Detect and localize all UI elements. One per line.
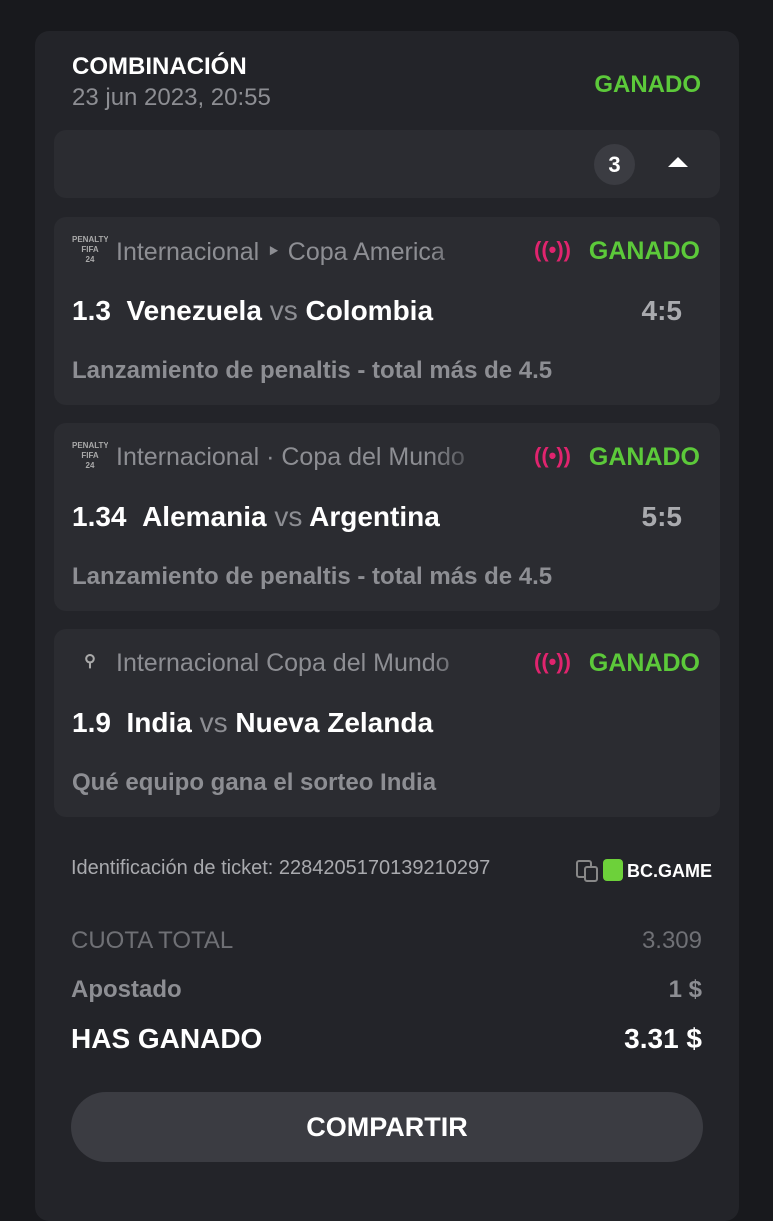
total-odds-value: 3.309 [641, 927, 702, 954]
selections-toggle[interactable]: 3 [54, 130, 720, 198]
score: 5:5 [641, 501, 682, 532]
winnings-value: 3.31 $ [624, 1023, 702, 1054]
odds: 1.9 [72, 707, 111, 738]
match-line: 1.9 India vs Nueva Zelanda [72, 707, 433, 739]
away-team: Argentina [309, 501, 440, 532]
bet-status: GANADO [594, 71, 701, 98]
stake-value: 1 $ [668, 976, 702, 1003]
match-line: 1.34 Alemania vs Argentina [72, 501, 440, 533]
match-line: 1.3 Venezuela vs Colombia [72, 295, 433, 327]
odds: 1.3 [72, 295, 111, 326]
fifa-penalty-icon: PENALTY FIFA 24 [72, 441, 108, 470]
stake-label: Apostado [71, 976, 182, 1003]
event-status: GANADO [588, 443, 700, 471]
cricket-24-icon: ⚲ [84, 653, 96, 670]
event-card[interactable]: PENALTY FIFA 24 Internacional ‣ Copa Ame… [54, 217, 720, 405]
stake-row: Apostado 1 $ [71, 976, 702, 1004]
event-status: GANADO [588, 649, 700, 677]
live-icon: ((•)) [534, 237, 572, 262]
league-label: Internacional · Copa del Mundo [116, 443, 465, 471]
odds: 1.34 [72, 501, 127, 532]
brand-logo: BC.GAME [603, 859, 712, 882]
home-team: Venezuela [126, 295, 262, 326]
winnings-label: HAS GANADO [71, 1023, 263, 1054]
vs-label: vs [274, 501, 303, 532]
ticket-id: Identificación de ticket: 22842051701392… [71, 857, 491, 879]
total-odds-row: CUOTA TOTAL 3.309 [71, 927, 702, 955]
total-odds-label: CUOTA TOTAL [71, 927, 234, 954]
away-team: Colombia [305, 295, 434, 326]
live-icon: ((•)) [534, 649, 572, 674]
home-team: India [126, 707, 192, 738]
winnings-row: HAS GANADO 3.31 $ [71, 1023, 702, 1055]
bet-slip-card: COMBINACIÓN 23 jun 2023, 20:55 GANADO 3 … [35, 31, 739, 1221]
event-status: GANADO [588, 237, 700, 265]
away-team: Nueva Zelanda [235, 707, 434, 738]
league-label: Internacional ‣ Copa America [116, 238, 445, 266]
bet-type-title: COMBINACIÓN [72, 53, 247, 80]
bet-date: 23 jun 2023, 20:55 [72, 84, 271, 111]
selections-count-badge: 3 [594, 144, 635, 185]
vs-label: vs [269, 295, 298, 326]
market: Qué equipo gana el sorteo India [72, 769, 437, 796]
event-card[interactable]: PENALTY FIFA 24 Internacional · Copa del… [54, 423, 720, 611]
share-button[interactable]: COMPARTIR [71, 1092, 703, 1162]
market: Lanzamiento de penaltis - total más de 4… [72, 563, 553, 590]
fifa-penalty-icon: PENALTY FIFA 24 [72, 235, 108, 264]
home-team: Alemania [142, 501, 267, 532]
league-label: Internacional Copa del Mundo [116, 649, 450, 677]
chevron-up-icon[interactable] [668, 157, 688, 167]
score: 4:5 [641, 295, 682, 326]
copy-icon-front[interactable] [584, 866, 598, 882]
event-card[interactable]: ⚲ Internacional Copa del Mundo ((•)) GAN… [54, 629, 720, 817]
bc-game-logo-icon [603, 859, 623, 881]
market: Lanzamiento de penaltis - total más de 4… [72, 357, 553, 384]
live-icon: ((•)) [534, 443, 572, 468]
vs-label: vs [199, 707, 228, 738]
